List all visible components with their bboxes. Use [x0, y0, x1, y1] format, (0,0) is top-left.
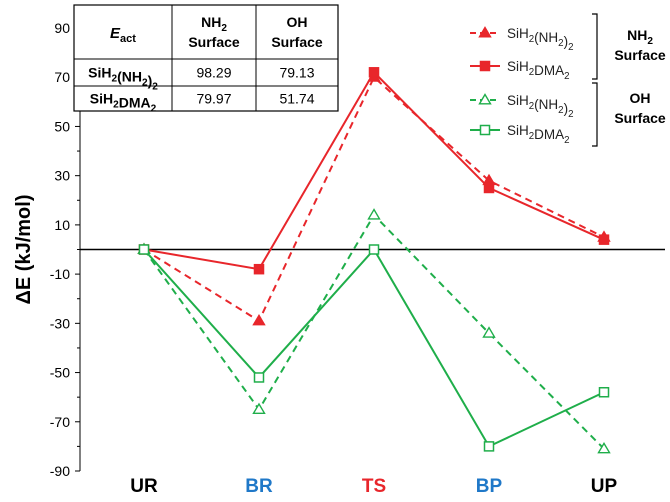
data-point-marker [478, 93, 492, 105]
table-cell: 79.13 [279, 65, 314, 81]
data-point-marker [483, 441, 495, 452]
x-category-label: BP [476, 476, 503, 497]
y-axis-label: ΔE (kJ/mol) [13, 195, 35, 305]
data-point-marker [138, 244, 150, 255]
table-cell: 79.97 [196, 91, 231, 107]
legend-brace [592, 13, 598, 80]
y-tick-label: -50 [50, 365, 70, 381]
data-point-marker [479, 124, 491, 136]
table-col2-header: OH [287, 14, 308, 30]
y-tick-label: 90 [54, 20, 70, 36]
series-3 [138, 244, 610, 452]
data-point-marker [483, 182, 495, 194]
y-tick-label: 30 [54, 168, 70, 184]
x-category-label: BR [245, 476, 273, 497]
series-layer [137, 67, 611, 454]
series-line [143, 75, 605, 323]
x-category-label: UP [591, 476, 618, 497]
table-border [73, 4, 339, 112]
data-point-marker [598, 386, 610, 398]
table-col1-header-2: Surface [188, 34, 240, 50]
table-cell: 98.29 [196, 65, 231, 81]
table-row-label: SiH2DMA2 [90, 91, 157, 115]
axes: -90 -70 -50 -30 -10 10 30 50 70 90 ΔE (kJ/mol) UR BR… [13, 18, 665, 497]
table-cell: 51.74 [279, 91, 314, 107]
data-point-marker [482, 326, 496, 338]
legend-label: SiH2(NH2)2 [507, 93, 573, 120]
data-point-marker [252, 402, 266, 415]
data-point-marker [367, 208, 381, 220]
legend-brace [592, 82, 598, 147]
data-point-marker [368, 244, 380, 255]
data-point-marker [253, 263, 265, 275]
x-category-label: TS [362, 476, 386, 497]
y-tick-label: -90 [50, 463, 70, 479]
data-point-marker [479, 60, 491, 72]
data-point-marker [478, 26, 492, 38]
y-tick-label: 50 [54, 118, 70, 134]
y-tick-label: 70 [54, 69, 70, 85]
data-point-marker [597, 441, 611, 454]
legend-label: SiH2(NH2)2 [507, 26, 573, 53]
data-point-marker [598, 234, 610, 245]
data-point-marker [252, 313, 266, 326]
legend-group-label-2: Surface [614, 47, 666, 63]
legend-label: SiH2DMA2 [507, 59, 570, 82]
y-tick-label: -30 [50, 315, 70, 331]
data-point-marker [368, 67, 380, 78]
y-tick-label: -10 [50, 266, 70, 282]
series-line [143, 247, 605, 448]
legend-group-label-2: Surface [614, 110, 666, 126]
y-tick-label: 10 [54, 217, 70, 233]
y-tick-label: -70 [50, 414, 70, 430]
legend-group-label: OH [630, 90, 651, 106]
legend-label: SiH2DMA2 [507, 123, 570, 146]
table-row-label: SiH2(NH2)2 [88, 65, 158, 93]
data-point-marker [253, 372, 265, 383]
table-col2-header-2: Surface [271, 34, 323, 50]
legend-group-label: NH2 [627, 27, 653, 47]
x-category-label: UR [130, 476, 158, 497]
table-col1-header: NH2 [201, 14, 227, 34]
legend: SiH2(NH2)2SiH2DMA2SiH2(NH2)2SiH2DMA2NH2S… [470, 13, 666, 147]
